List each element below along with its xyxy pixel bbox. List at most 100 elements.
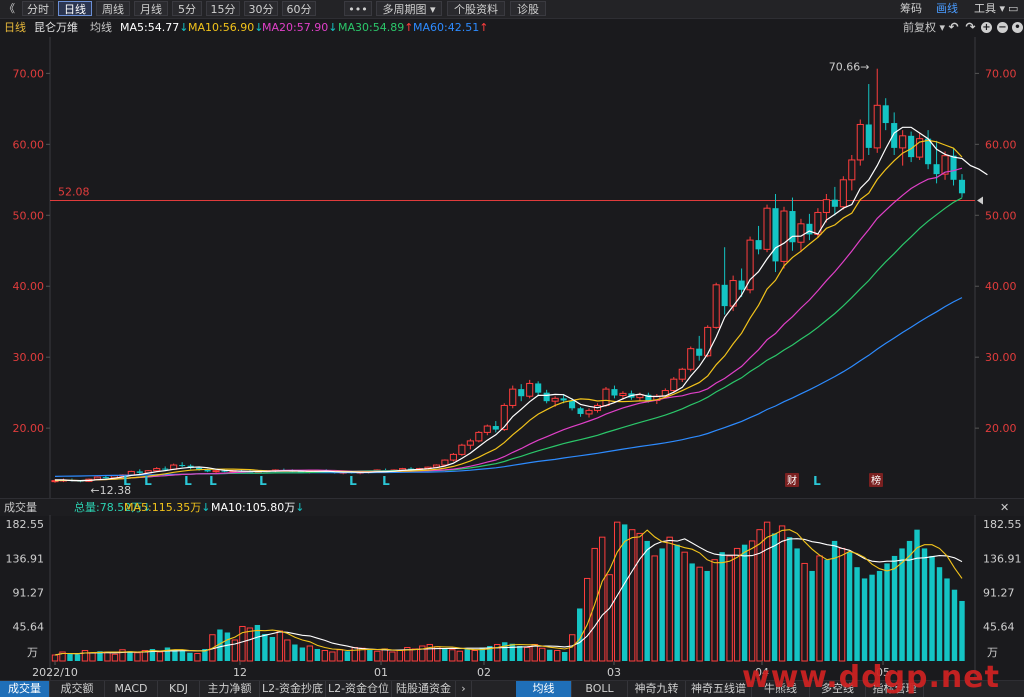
date-label: 02 <box>477 666 491 679</box>
candle-body <box>466 440 474 446</box>
event-marker-box <box>869 473 883 487</box>
diagnose-button[interactable]: 诊股 <box>510 1 546 16</box>
volume-bar <box>51 654 59 662</box>
ma10-value: MA10:56.90↓ <box>188 21 264 34</box>
volume-bar <box>726 555 733 662</box>
volume-bar <box>246 627 254 662</box>
bottom-tab-4[interactable]: 主力净额 <box>200 681 260 697</box>
zoom-out-icon[interactable]: − <box>997 22 1008 33</box>
candle-body <box>204 470 211 472</box>
toolbar: 《 分时 日线 周线 月线 5分 15分 30分 60分 ••• 多周期图 ▾ 个股资料 诊股… <box>0 0 1024 19</box>
multi-period-label: 多周期图 <box>382 3 427 16</box>
bottom-tab-5[interactable]: L2-资金抄底 <box>260 681 326 697</box>
overlay-tab-2[interactable]: 神奇九转 <box>628 681 686 697</box>
bottom-tab-1[interactable]: 成交额 <box>50 681 105 697</box>
volume-bar <box>914 529 920 661</box>
volume-bar <box>314 648 321 661</box>
level-marker: L <box>349 474 357 488</box>
tab-5[interactable]: 15分 <box>206 1 240 16</box>
tab-1[interactable]: 日线 <box>58 1 92 16</box>
chips-button[interactable]: 筹码 <box>900 2 922 15</box>
volume-bar <box>179 650 186 661</box>
price-chart[interactable]: 70.00 70.00 60.00 60.00 50.00 50.00 40.00 40.00… <box>0 37 1024 498</box>
volume-bar <box>299 647 306 661</box>
volume-bar <box>367 649 373 661</box>
overlay-tab-1[interactable]: BOLL <box>572 681 628 697</box>
volume-bar <box>217 629 223 661</box>
tab-3[interactable]: 月线 <box>134 1 168 16</box>
candle-body <box>941 155 949 175</box>
overlay-tab-6[interactable]: 指标管理 <box>866 681 924 697</box>
volume-bar <box>719 552 725 661</box>
multi-period-dropdown[interactable]: 多周期图 ▾ <box>376 1 442 16</box>
volume-bar <box>884 563 890 661</box>
close-icon[interactable]: ✕ <box>1000 501 1010 514</box>
volume-bar <box>202 648 208 661</box>
candle-body <box>899 135 907 149</box>
overlay-tab-5[interactable]: 多空线 <box>810 681 866 697</box>
period-label: 日线 <box>4 21 26 34</box>
volume-bar <box>224 632 231 661</box>
stock-info-button[interactable]: 个股资料 <box>447 1 505 16</box>
minimize-icon[interactable]: ▭ <box>1008 2 1019 15</box>
price-tick-label: 30.00 <box>985 351 1017 364</box>
candle-body <box>916 138 924 158</box>
settings-icon[interactable]: • <box>1012 22 1023 33</box>
redo-icon[interactable]: ↷ <box>965 20 976 34</box>
volume-bar <box>156 651 164 662</box>
volume-bar <box>149 648 156 661</box>
overlay-tab-3[interactable]: 神奇五线谱 <box>686 681 752 697</box>
more-button[interactable]: ••• <box>344 1 372 16</box>
volume-bar <box>921 548 928 661</box>
date-label: 03 <box>607 666 621 679</box>
ma-label[interactable]: 均线 <box>90 21 112 34</box>
volume-bar <box>396 649 404 662</box>
candle-body <box>221 470 228 472</box>
volume-bar <box>67 653 73 661</box>
zoom-in-icon[interactable]: + <box>981 22 992 33</box>
volume-bar <box>696 566 703 662</box>
bottom-tab-0[interactable]: 成交量 <box>0 681 50 697</box>
date-label: 2022/10 <box>32 666 78 679</box>
event-marker-box <box>785 473 799 487</box>
volume-ma5: MA5:115.35万↓ <box>124 501 211 514</box>
candle-body <box>475 431 483 442</box>
volume-bar <box>471 649 478 662</box>
double-chevron-left-icon[interactable]: 《 <box>4 2 15 15</box>
volume-bar <box>628 529 636 662</box>
volume-bar <box>59 651 66 662</box>
scroll-right-icon[interactable]: › <box>456 681 472 697</box>
tab-6[interactable]: 30分 <box>244 1 278 16</box>
tools-menu[interactable]: 工具 ▾ <box>974 2 1006 15</box>
volume-bar <box>374 650 381 662</box>
tab-2[interactable]: 周线 <box>96 1 130 16</box>
volume-bar <box>141 649 149 662</box>
tab-7[interactable]: 60分 <box>282 1 316 16</box>
volume-bar <box>809 570 815 661</box>
candle-body <box>670 378 678 392</box>
volume-bar <box>854 567 860 661</box>
tab-0[interactable]: 分时 <box>22 1 54 16</box>
volume-bar <box>704 570 710 661</box>
volume-chart[interactable]: 182.55 182.55 136.91 136.91 91.27 91.27 45.64 4… <box>0 515 1024 680</box>
bottom-tab-7[interactable]: 陆股通资金 <box>392 681 456 697</box>
volume-bar <box>464 648 470 661</box>
level-marker: L <box>813 474 821 488</box>
bottom-tab-3[interactable]: KDJ <box>158 681 200 697</box>
bottom-tab-2[interactable]: MACD <box>105 681 158 697</box>
undo-icon[interactable]: ↶ <box>948 20 959 34</box>
vol-tick-label: 136.91 <box>983 552 1022 565</box>
overlay-tab-0[interactable]: 均线 <box>516 681 572 697</box>
candle-body <box>577 408 584 414</box>
volume-bar <box>659 548 665 661</box>
candle-body <box>806 223 813 235</box>
tab-4[interactable]: 5分 <box>172 1 202 16</box>
volume-bar <box>554 649 561 662</box>
bottom-tab-6[interactable]: L2-资金仓位 <box>326 681 392 697</box>
ma60-line <box>54 297 963 477</box>
draw-line-button[interactable]: 画线 <box>936 2 958 15</box>
volume-bar <box>524 646 531 662</box>
volume-bar <box>869 574 875 661</box>
adjust-dropdown[interactable]: 前复权 ▾ <box>903 21 946 34</box>
overlay-tab-4[interactable]: 牛熊线 <box>752 681 810 697</box>
